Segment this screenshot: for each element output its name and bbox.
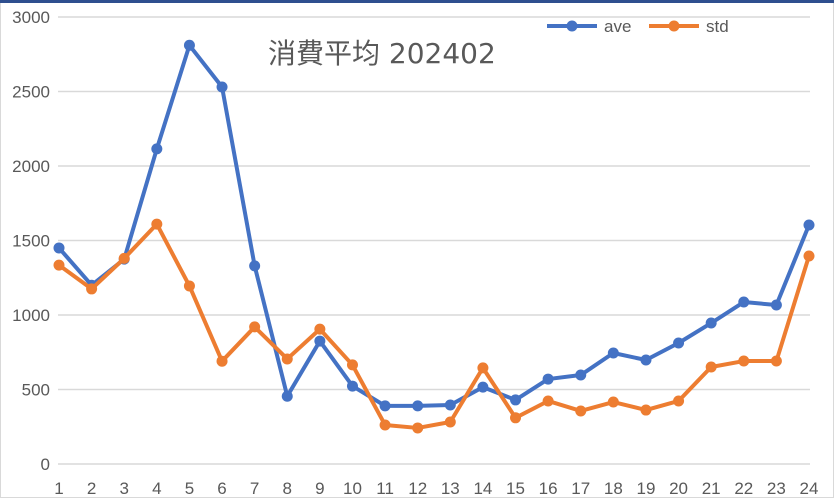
data-point-std[interactable] — [281, 353, 293, 365]
data-series — [53, 39, 815, 434]
series-std — [53, 218, 815, 434]
data-point-ave[interactable] — [803, 219, 815, 231]
data-point-ave[interactable] — [673, 337, 685, 349]
data-point-ave[interactable] — [346, 380, 358, 392]
data-point-ave[interactable] — [249, 260, 261, 272]
y-tick-label: 2500 — [12, 83, 50, 102]
x-tick-label: 4 — [152, 479, 161, 498]
data-point-std[interactable] — [151, 218, 163, 230]
x-tick-label: 24 — [800, 479, 819, 498]
series-ave — [53, 39, 815, 412]
x-tick-label: 10 — [343, 479, 362, 498]
data-point-ave[interactable] — [542, 373, 554, 385]
data-point-ave[interactable] — [314, 335, 326, 347]
x-axis-ticks: 1 2 3 4 5 6 7 8 9 10 11 12 13 14 15 16 17 18 19 20 21 22 23 24 — [54, 479, 818, 498]
x-tick-label: 6 — [217, 479, 226, 498]
data-point-ave[interactable] — [575, 369, 587, 381]
data-point-ave[interactable] — [510, 394, 522, 406]
data-point-std[interactable] — [770, 355, 782, 367]
data-point-std[interactable] — [510, 412, 522, 424]
y-tick-label: 1000 — [12, 306, 50, 325]
series-line-std — [57, 222, 811, 430]
legend-marker-ave — [566, 20, 578, 32]
data-point-ave[interactable] — [444, 399, 456, 411]
data-point-std[interactable] — [705, 361, 717, 373]
y-tick-label: 2000 — [12, 157, 50, 176]
data-point-std[interactable] — [607, 396, 619, 408]
data-point-std[interactable] — [542, 395, 554, 407]
data-point-ave[interactable] — [53, 242, 65, 254]
legend-item-ave[interactable]: ave — [547, 17, 631, 36]
x-tick-label: 18 — [604, 479, 623, 498]
data-point-std[interactable] — [640, 404, 652, 416]
y-tick-label: 0 — [41, 455, 50, 474]
x-tick-label: 8 — [283, 479, 292, 498]
gridlines — [58, 16, 810, 465]
y-tick-label: 3000 — [12, 8, 50, 27]
legend-label-ave: ave — [604, 17, 631, 36]
data-point-ave[interactable] — [151, 143, 163, 155]
x-tick-label: 21 — [702, 479, 721, 498]
data-point-ave[interactable] — [705, 317, 717, 329]
data-point-ave[interactable] — [412, 400, 424, 412]
x-tick-label: 15 — [506, 479, 525, 498]
series-line-ave — [57, 43, 811, 408]
x-tick-label: 20 — [669, 479, 688, 498]
data-point-std[interactable] — [803, 250, 815, 262]
data-point-ave[interactable] — [379, 400, 391, 412]
legend-marker-std — [668, 20, 680, 32]
window-top-bar — [0, 0, 834, 3]
x-tick-label: 17 — [571, 479, 590, 498]
data-point-ave[interactable] — [738, 296, 750, 308]
data-point-std[interactable] — [216, 355, 228, 367]
data-point-ave[interactable] — [477, 381, 489, 393]
x-tick-label: 5 — [185, 479, 194, 498]
data-point-std[interactable] — [738, 355, 750, 367]
chart-title: 消費平均 202402 — [268, 37, 496, 70]
x-tick-label: 1 — [54, 479, 63, 498]
data-point-std[interactable] — [444, 416, 456, 428]
data-point-ave[interactable] — [216, 81, 228, 93]
data-point-std[interactable] — [412, 422, 424, 434]
x-tick-label: 19 — [636, 479, 655, 498]
x-tick-label: 14 — [473, 479, 492, 498]
x-tick-label: 9 — [315, 479, 324, 498]
data-point-ave[interactable] — [640, 354, 652, 366]
y-axis-ticks: 0 500 1000 1500 2000 2500 3000 — [12, 8, 50, 474]
data-point-std[interactable] — [379, 419, 391, 431]
data-point-std[interactable] — [249, 321, 261, 333]
data-point-ave[interactable] — [607, 347, 619, 359]
x-tick-label: 13 — [441, 479, 460, 498]
data-point-std[interactable] — [314, 323, 326, 335]
data-point-std[interactable] — [183, 280, 195, 292]
x-tick-label: 2 — [87, 479, 96, 498]
x-tick-label: 22 — [734, 479, 753, 498]
x-tick-label: 3 — [119, 479, 128, 498]
x-tick-label: 11 — [376, 479, 394, 498]
data-point-std[interactable] — [118, 252, 130, 264]
data-point-std[interactable] — [86, 283, 98, 295]
data-point-ave[interactable] — [281, 390, 293, 402]
y-tick-label: 1500 — [12, 232, 50, 251]
x-tick-label: 12 — [408, 479, 427, 498]
x-tick-label: 16 — [539, 479, 558, 498]
data-point-std[interactable] — [575, 405, 587, 417]
data-point-std[interactable] — [346, 359, 358, 371]
data-point-std[interactable] — [477, 362, 489, 374]
x-tick-label: 23 — [767, 479, 786, 498]
legend: ave std — [547, 17, 729, 36]
data-point-std[interactable] — [673, 395, 685, 407]
y-tick-label: 500 — [22, 381, 50, 400]
x-tick-label: 7 — [250, 479, 259, 498]
data-point-ave[interactable] — [183, 39, 195, 51]
data-point-std[interactable] — [53, 259, 65, 271]
legend-label-std: std — [706, 17, 729, 36]
legend-item-std[interactable]: std — [649, 17, 729, 36]
data-point-ave[interactable] — [770, 299, 782, 311]
